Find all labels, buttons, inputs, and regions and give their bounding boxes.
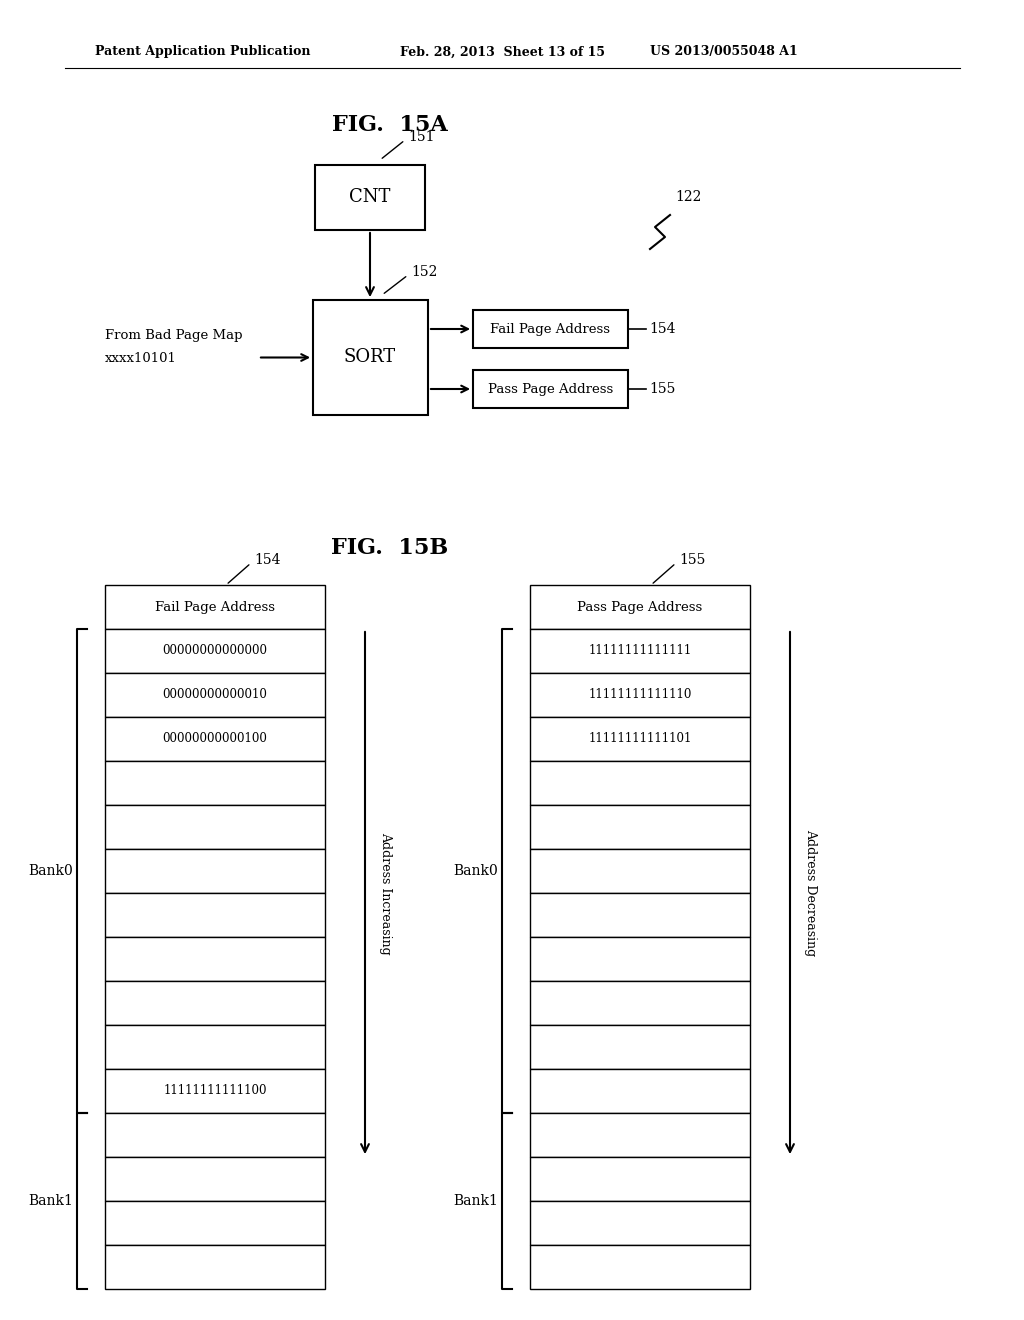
Bar: [530, 1201, 750, 1245]
Bar: [105, 981, 325, 1026]
Text: 11111111111101: 11111111111101: [589, 733, 691, 746]
Bar: [105, 1069, 325, 1113]
Text: 11111111111100: 11111111111100: [163, 1085, 266, 1097]
Text: US 2013/0055048 A1: US 2013/0055048 A1: [650, 45, 798, 58]
Bar: [105, 1026, 325, 1069]
Text: 00000000000000: 00000000000000: [163, 644, 267, 657]
Bar: [530, 1245, 750, 1290]
Text: 155: 155: [679, 553, 706, 568]
Text: 155: 155: [649, 381, 676, 396]
Text: Address Decreasing: Address Decreasing: [804, 829, 817, 957]
Text: 122: 122: [675, 190, 701, 205]
Bar: [530, 981, 750, 1026]
Text: xxxx10101: xxxx10101: [105, 351, 177, 364]
Bar: [530, 805, 750, 849]
Text: CNT: CNT: [349, 189, 391, 206]
Bar: [530, 894, 750, 937]
Bar: [105, 1113, 325, 1158]
Bar: [530, 717, 750, 762]
Bar: [530, 1158, 750, 1201]
Bar: [105, 717, 325, 762]
Bar: [105, 630, 325, 673]
FancyBboxPatch shape: [473, 370, 628, 408]
Text: Bank1: Bank1: [454, 1195, 498, 1208]
Text: Address Increasing: Address Increasing: [379, 832, 392, 954]
Bar: [105, 849, 325, 894]
Bar: [105, 894, 325, 937]
Text: Fail Page Address: Fail Page Address: [490, 322, 610, 335]
Bar: [530, 630, 750, 673]
Text: FIG.  15A: FIG. 15A: [332, 114, 447, 136]
FancyBboxPatch shape: [313, 300, 428, 414]
Bar: [105, 673, 325, 717]
Bar: [530, 762, 750, 805]
Text: 151: 151: [408, 129, 434, 144]
Bar: [105, 805, 325, 849]
Bar: [105, 585, 325, 630]
Bar: [530, 1026, 750, 1069]
Bar: [530, 673, 750, 717]
Text: From Bad Page Map: From Bad Page Map: [105, 329, 243, 342]
Bar: [530, 937, 750, 981]
Text: FIG.  15B: FIG. 15B: [332, 537, 449, 558]
Bar: [530, 849, 750, 894]
Bar: [105, 762, 325, 805]
Bar: [530, 1113, 750, 1158]
Text: 00000000000010: 00000000000010: [163, 689, 267, 701]
Text: Pass Page Address: Pass Page Address: [487, 383, 613, 396]
Text: Pass Page Address: Pass Page Address: [578, 601, 702, 614]
Text: Fail Page Address: Fail Page Address: [155, 601, 275, 614]
FancyBboxPatch shape: [473, 310, 628, 348]
Text: 154: 154: [254, 553, 281, 568]
Bar: [105, 1158, 325, 1201]
Bar: [105, 1245, 325, 1290]
FancyBboxPatch shape: [315, 165, 425, 230]
Text: Bank0: Bank0: [454, 865, 498, 878]
Text: SORT: SORT: [344, 348, 396, 367]
Text: 152: 152: [411, 265, 437, 279]
Bar: [105, 1201, 325, 1245]
Text: Feb. 28, 2013  Sheet 13 of 15: Feb. 28, 2013 Sheet 13 of 15: [400, 45, 605, 58]
Bar: [530, 1069, 750, 1113]
Text: Bank0: Bank0: [29, 865, 73, 878]
Text: 00000000000100: 00000000000100: [163, 733, 267, 746]
Text: Bank1: Bank1: [28, 1195, 73, 1208]
Text: 154: 154: [649, 322, 676, 337]
Text: 11111111111111: 11111111111111: [589, 644, 691, 657]
Text: Patent Application Publication: Patent Application Publication: [95, 45, 310, 58]
Text: 11111111111110: 11111111111110: [589, 689, 691, 701]
Bar: [530, 585, 750, 630]
Bar: [105, 937, 325, 981]
